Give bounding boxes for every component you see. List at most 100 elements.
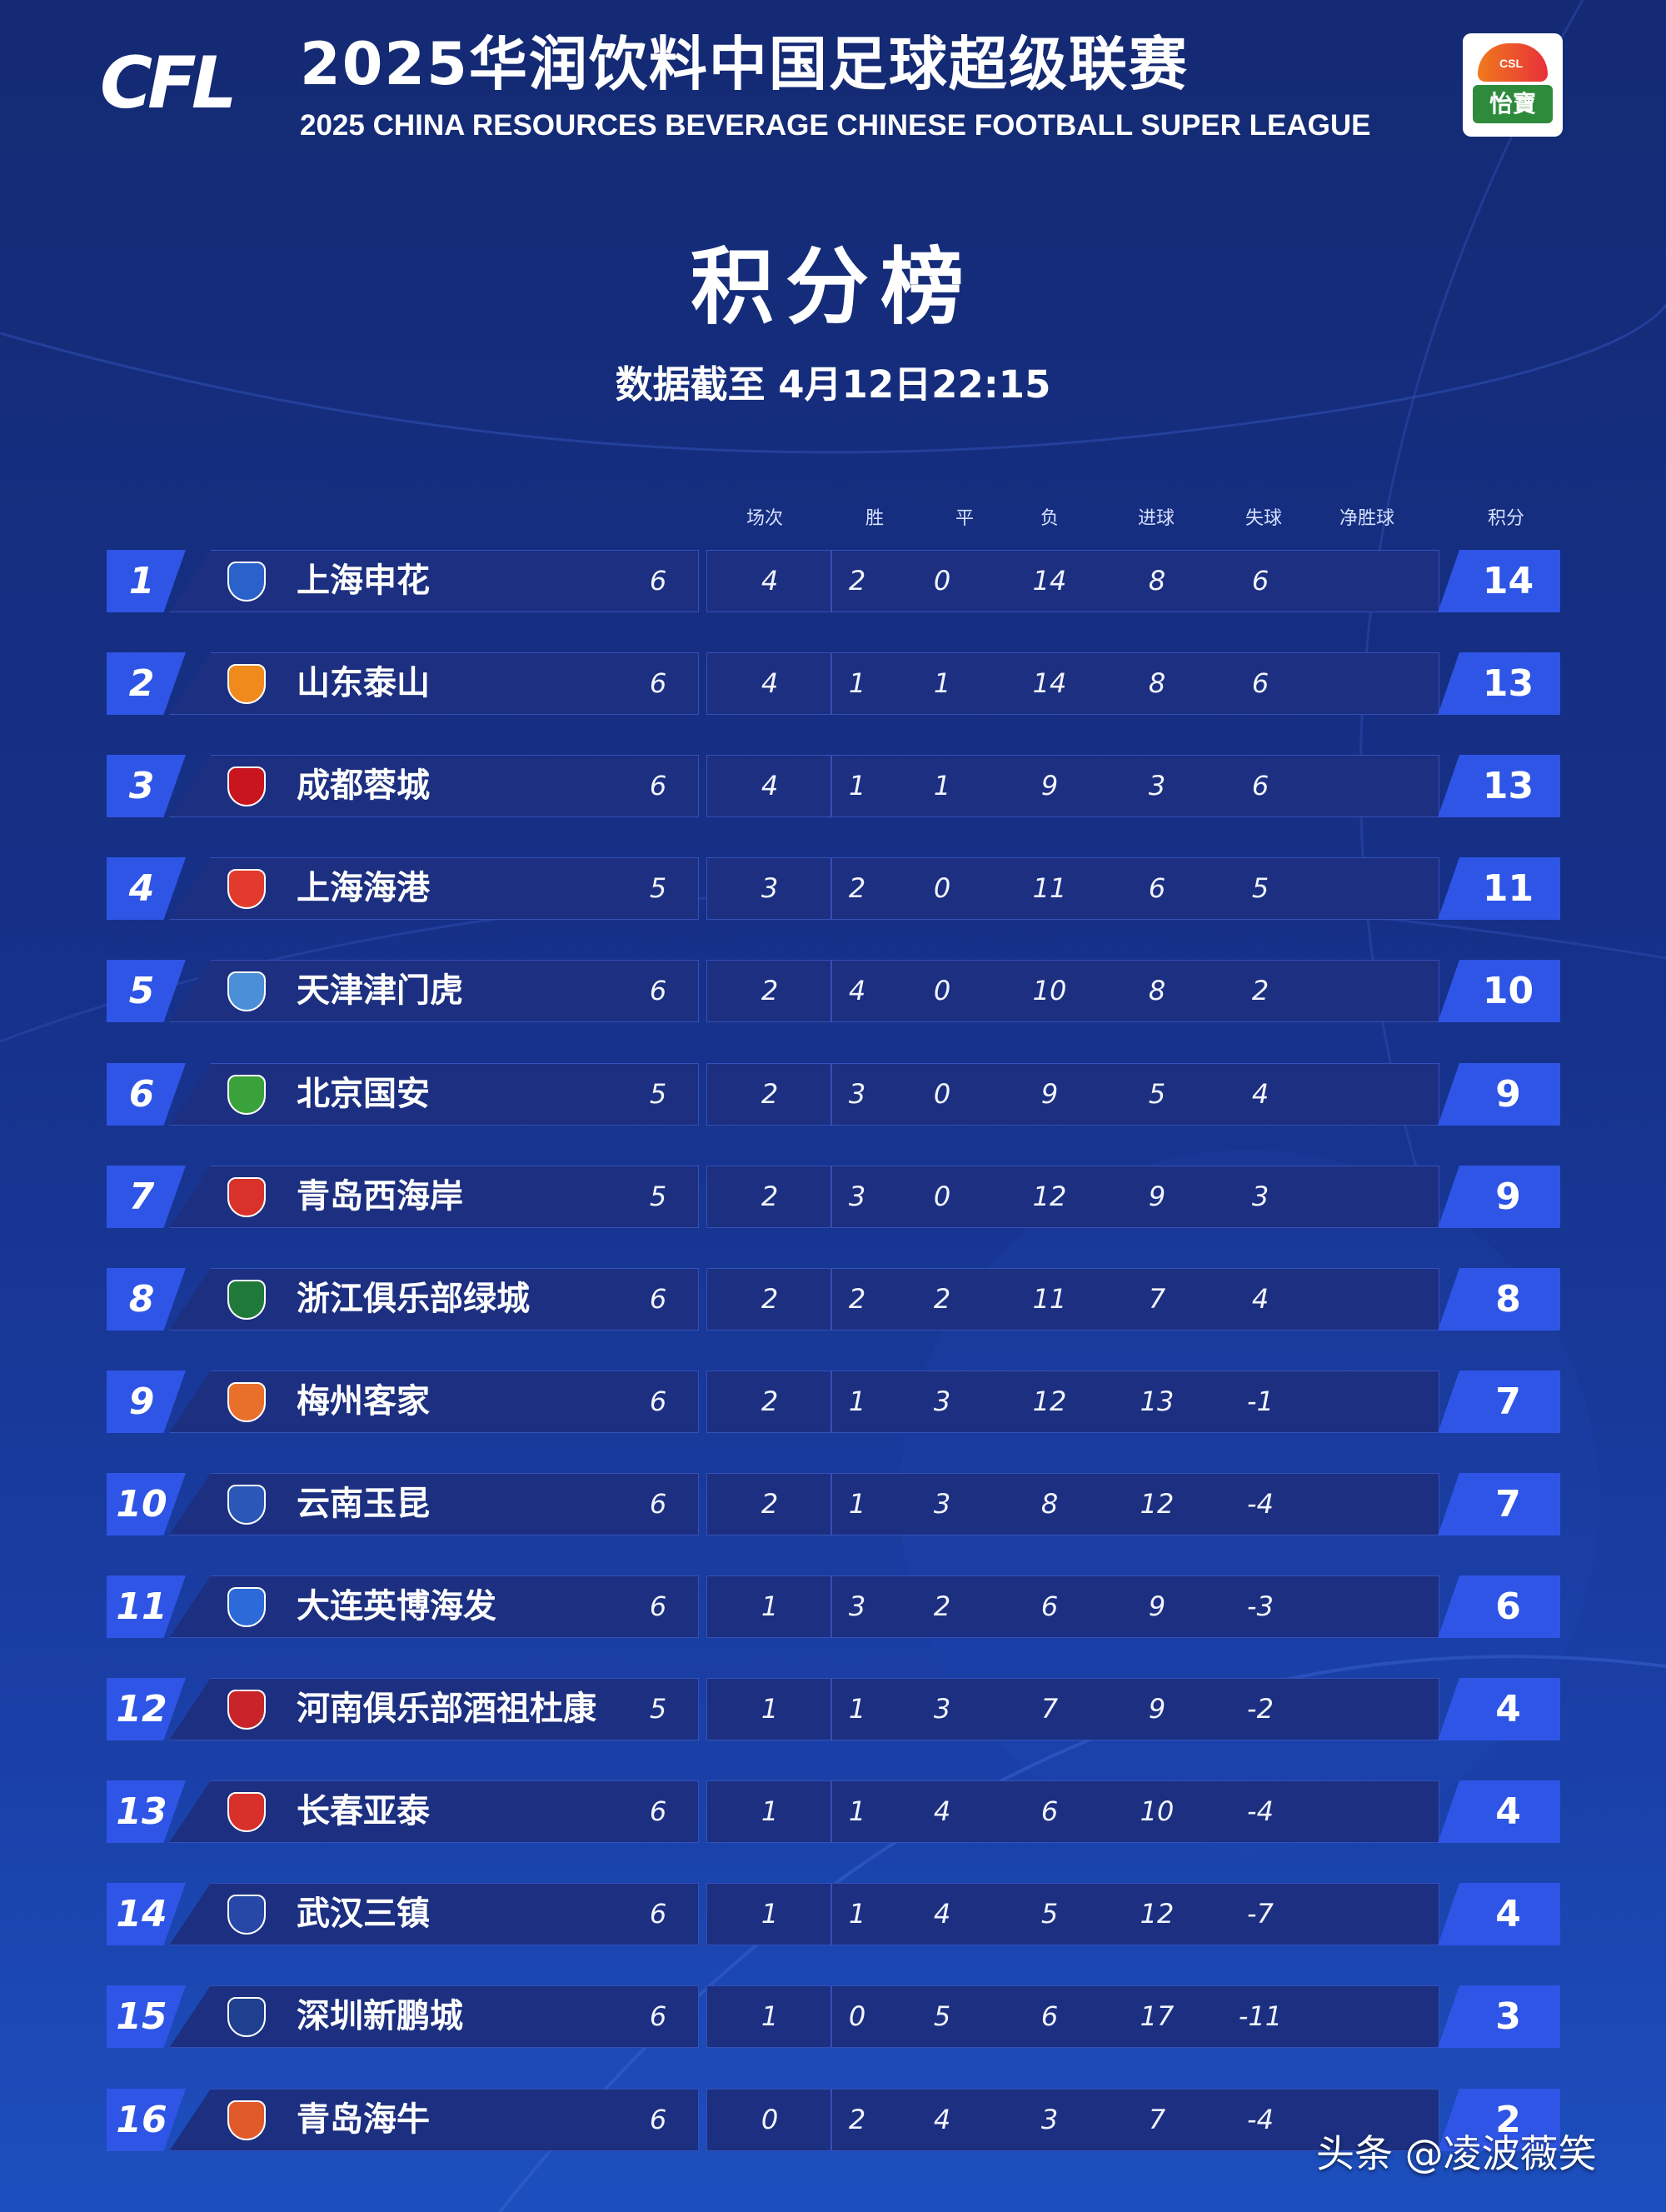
stat-cell xyxy=(706,1371,831,1433)
stat-drawn: 1 xyxy=(848,1488,866,1520)
stat-gd: -2 xyxy=(1247,1693,1274,1725)
league-title-en: 2025 CHINA RESOURCES BEVERAGE CHINESE FO… xyxy=(300,109,1371,142)
team-crest-icon xyxy=(227,1382,266,1422)
stat-gf: 5 xyxy=(1040,1898,1059,1930)
stat-ga: 6 xyxy=(1148,872,1166,904)
team-name: 武汉三镇 xyxy=(297,1895,430,1933)
points-value: 4 xyxy=(1495,1790,1521,1833)
stat-cell xyxy=(706,857,831,920)
stat-gd: -3 xyxy=(1247,1590,1274,1622)
points-cell xyxy=(1438,550,1560,612)
stat-drawn: 1 xyxy=(848,1386,866,1417)
header-lost: 负 xyxy=(1040,508,1059,529)
page-title: 积分榜 xyxy=(691,238,975,336)
rank-number: 7 xyxy=(128,1176,155,1218)
stat-drawn: 1 xyxy=(848,770,866,801)
stat-lost: 1 xyxy=(933,770,951,801)
stat-lost: 0 xyxy=(933,565,951,597)
table-row: 11 大连英博海发 6 1 3 2 6 9 -3 6 xyxy=(107,1575,1560,1638)
team-name: 山东泰山 xyxy=(297,664,430,702)
stat-gf: 10 xyxy=(1032,975,1067,1006)
stat-gd: 6 xyxy=(1251,770,1269,801)
stat-won: 0 xyxy=(761,2104,779,2135)
stat-gd: 4 xyxy=(1251,1283,1269,1315)
stat-cell xyxy=(706,1883,831,1945)
table-row: 2 山东泰山 6 4 1 1 14 8 6 13 xyxy=(107,652,1560,715)
stat-drawn: 1 xyxy=(848,1795,866,1827)
stat-lost: 0 xyxy=(933,1078,951,1110)
rank-number: 16 xyxy=(116,2099,167,2141)
stat-played: 6 xyxy=(649,1795,667,1827)
sponsor-logo: CSL 怡寶 xyxy=(1463,33,1563,137)
points-value: 9 xyxy=(1495,1073,1521,1116)
points-cell xyxy=(1438,755,1560,817)
stat-ga: 5 xyxy=(1148,1078,1166,1110)
stat-gd: -1 xyxy=(1247,1386,1274,1417)
stat-played: 6 xyxy=(649,770,667,801)
header-drawn: 平 xyxy=(955,508,974,529)
stat-played: 6 xyxy=(649,1386,667,1417)
team-name: 北京国安 xyxy=(297,1075,430,1113)
stat-drawn: 4 xyxy=(848,975,866,1006)
points-value: 13 xyxy=(1482,662,1534,705)
stat-gf: 9 xyxy=(1040,770,1059,801)
table-row: 13 长春亚泰 6 1 1 4 6 10 -4 4 xyxy=(107,1780,1560,1843)
points-cell xyxy=(1438,1166,1560,1228)
csl-ball-icon: CSL xyxy=(1478,43,1548,82)
stat-played: 6 xyxy=(649,1590,667,1622)
stat-gf: 12 xyxy=(1032,1386,1067,1417)
team-crest-icon xyxy=(227,1075,266,1115)
stat-cell xyxy=(831,1985,1439,2048)
stat-ga: 8 xyxy=(1148,565,1166,597)
team-crest-icon xyxy=(227,2100,266,2140)
rank-number: 13 xyxy=(116,1790,167,1833)
stat-drawn: 2 xyxy=(848,872,866,904)
stat-ga: 8 xyxy=(1148,975,1166,1006)
stat-cell xyxy=(831,1166,1439,1228)
team-name: 大连英博海发 xyxy=(297,1587,496,1625)
stat-won: 2 xyxy=(761,1283,779,1315)
points-value: 13 xyxy=(1482,765,1534,807)
stat-gd: 2 xyxy=(1251,975,1269,1006)
team-crest-icon xyxy=(227,1280,266,1320)
stat-cell xyxy=(706,960,831,1022)
table-row: 10 云南玉昆 6 2 1 3 8 12 -4 7 xyxy=(107,1473,1560,1535)
rank-number: 11 xyxy=(116,1585,167,1628)
team-crest-icon xyxy=(227,664,266,704)
stat-gf: 6 xyxy=(1040,1795,1059,1827)
team-crest-icon xyxy=(227,1485,266,1525)
team-crest-icon xyxy=(227,766,266,806)
team-cell xyxy=(169,550,699,612)
watermark: 头条 @凌波薇笑 xyxy=(1316,2131,1597,2176)
stat-gf: 6 xyxy=(1040,1590,1059,1622)
stat-cell xyxy=(831,652,1439,715)
points-value: 7 xyxy=(1495,1381,1521,1423)
rank-number: 5 xyxy=(128,970,155,1012)
header-ga: 失球 xyxy=(1245,508,1282,529)
stat-cell xyxy=(706,1063,831,1126)
stat-won: 1 xyxy=(761,1795,779,1827)
stat-ga: 7 xyxy=(1148,1283,1166,1315)
points-cell xyxy=(1438,1678,1560,1740)
points-value: 9 xyxy=(1495,1176,1521,1218)
rank-number: 12 xyxy=(116,1688,167,1730)
stat-ga: 12 xyxy=(1140,1898,1175,1930)
stat-played: 5 xyxy=(649,1693,667,1725)
stat-gf: 14 xyxy=(1032,667,1067,699)
team-crest-icon xyxy=(227,1792,266,1832)
stat-drawn: 2 xyxy=(848,1283,866,1315)
points-value: 3 xyxy=(1495,1995,1521,2038)
stat-cell xyxy=(831,1371,1439,1433)
points-cell xyxy=(1438,1473,1560,1535)
stat-cell xyxy=(831,1678,1439,1740)
points-value: 10 xyxy=(1482,970,1534,1012)
column-headers: 场次 胜 平 负 进球 失球 净胜球 积分 xyxy=(0,504,1666,534)
rank-number: 4 xyxy=(128,867,155,910)
stat-played: 6 xyxy=(649,1488,667,1520)
team-name: 成都蓉城 xyxy=(297,766,430,805)
stat-played: 6 xyxy=(649,2000,667,2032)
sponsor-brand: 怡寶 xyxy=(1473,85,1553,123)
sponsor-ring-text: CSL xyxy=(1499,57,1523,70)
stat-gd: -11 xyxy=(1238,2000,1283,2032)
points-value: 4 xyxy=(1495,1688,1521,1730)
